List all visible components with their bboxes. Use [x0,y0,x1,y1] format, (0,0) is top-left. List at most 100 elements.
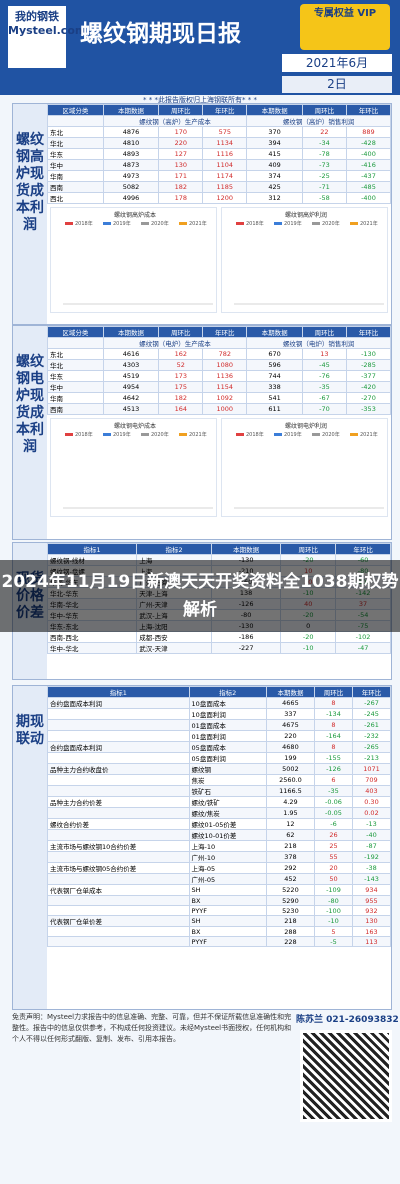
mini-chart: 螺纹钢高炉利润 2018年 2019年 2020年 2021年 [221,207,388,313]
header-row: 指标1 指标2 本期数据 周环比 年环比 [46,543,391,555]
table-cell: 华中-华北 [46,642,138,654]
table-cell: -261 [351,719,392,731]
table-cell: 575 [202,126,248,138]
table-row: 西南 5082 182 1185 425 -71 -485 [47,181,392,193]
legend-label: 2019年 [113,220,131,227]
table-cell: 螺纹/焦炭 [188,807,267,819]
table-cell: 螺纹钢 [188,763,267,775]
table-cell: 541 [246,392,303,404]
table-cell: 378 [265,851,315,863]
table-row: 01盘面成本 4675 8 -261 [47,719,392,731]
mini-chart: 螺纹钢电炉利润 2018年 2019年 2020年 2021年 [221,418,388,517]
legend-swatch [312,222,320,225]
table-cell: -227 [210,642,282,654]
table-cell: 452 [265,873,315,885]
legend-swatch [141,222,149,225]
table-cell: 932 [351,905,392,916]
table-cell [47,730,190,742]
legend-swatch [312,433,320,436]
table-cell: 主流市场与螺纹钢05合约价差 [47,862,190,874]
legend-label: 2021年 [189,431,207,438]
column-header: 指标2 [136,543,212,555]
legend-swatch [274,222,282,225]
table-row: 合约盘面成本利润 05盘面成本 4680 8 -265 [47,741,392,753]
table-cell: 596 [246,359,303,371]
legend-swatch [141,433,149,436]
table-cell [47,719,190,731]
table-cell: 22 [301,126,347,138]
table-cell: 218 [265,915,315,927]
mini-chart: 螺纹钢高炉成本 2018年 2019年 2020年 2021年 [50,207,217,313]
disclaimer: 免责声明：Mysteel力求报告中的信息准确、完整、可靠，但并不保证所载信息准确… [12,1013,292,1043]
table-cell: -265 [351,741,392,753]
table-cell: 东北 [47,348,104,360]
table-row: 华中-华北 武汉-天津 -227 -10 -47 [46,642,391,654]
legend-label: 2018年 [75,431,93,438]
table-cell: 182 [158,392,204,404]
legend-swatch [350,433,358,436]
section: 螺纹钢高炉现货成本利润 区域分类 本期数据 周环比 年环比 本期数据 周环比 年环比 螺纹钢（高… [12,103,392,325]
column-header: 本期数据 [210,543,282,555]
table-cell: 13 [301,348,347,360]
table-cell: 品种主力合约价差 [47,796,190,808]
column-header: 年环比 [335,543,391,555]
legend-swatch [65,433,73,436]
table-cell: -130 [345,348,392,360]
table-cell: 1136 [202,370,248,382]
table-row: 铁矿石 1166.5 -35 403 [47,785,392,797]
table-row: 代表钢厂仓单成本 SH 5220 -109 934 [47,884,392,896]
table-cell: -58 [301,192,347,204]
table-cell: -245 [351,708,392,720]
table-row: 品种主力合约价差 螺纹/铁矿 4.29 -0.06 0.30 [47,796,392,808]
table-row: 焦炭 2560.0 6 709 [47,774,392,786]
column-header: 年环比 [202,326,248,338]
table-cell: 品种主力合约收盘价 [47,763,190,775]
table-cell: 113 [351,936,392,947]
table-cell: 主流市场与螺纹钢10合约价差 [47,840,190,852]
report-title: 螺纹钢期现日报 [80,21,241,47]
table-cell: 4893 [102,148,160,160]
header-row: 区域分类 本期数据 周环比 年环比 本期数据 周环比 年环比 [47,104,392,116]
table-cell: -35 [301,381,347,393]
table-cell: 5290 [265,895,315,906]
table-cell: 164 [158,403,204,415]
table-row: 西北 4996 178 1200 312 -58 -400 [47,192,392,204]
table-cell: -192 [351,851,392,863]
table-cell [47,829,190,841]
header-row: 指标1 指标2 本期数据 周环比 年环比 [47,686,392,698]
table-cell: 4873 [102,159,160,171]
table-cell: -437 [345,170,392,182]
table-cell: 782 [202,348,248,360]
legend-label: 2020年 [151,431,169,438]
table-row: 螺纹合约价差 螺纹01-05价差 12 -6 -13 [47,818,392,830]
vip-badge: 专属权益 VIP [300,4,390,50]
column-header: 周环比 [158,326,204,338]
table-cell: -485 [345,181,392,193]
table-row: 华中 4954 175 1154 338 -35 -420 [47,381,392,393]
logo: 我的钢铁 Mysteel.com [8,6,86,68]
table-row: BX 288 5 163 [47,926,392,937]
table-cell [47,873,190,885]
table-cell: 8 [313,741,353,753]
table-cell: 1071 [351,763,392,775]
legend-label: 2020年 [322,431,340,438]
table-row: 华南 4973 171 1174 374 -25 -437 [47,170,392,182]
column-header: 指标1 [46,543,138,555]
mini-chart: 螺纹钢电炉成本 2018年 2019年 2020年 2021年 [50,418,217,517]
table-row: 华北 4810 220 1134 394 -34 -428 [47,137,392,149]
table-cell: -164 [313,730,353,742]
legend-swatch [179,433,187,436]
table-cell: SH [188,915,267,927]
subheader-blank [47,337,104,349]
section-body: 区域分类 本期数据 周环比 年环比 本期数据 周环比 年环比 螺纹钢（电炉）生产成本 螺纹钢（电… [47,326,392,520]
table-cell: 889 [345,126,392,138]
table-cell: 华东 [47,148,104,160]
table-cell: -270 [345,392,392,404]
table-cell: 华北 [47,137,104,149]
report-date: 2021年6月 [282,54,392,72]
table-cell: -267 [351,697,392,709]
table-cell: 武汉-天津 [136,642,212,654]
table-cell: 218 [265,840,315,852]
table-cell: -13 [351,818,392,830]
table-row: 华中 4873 130 1104 409 -73 -416 [47,159,392,171]
